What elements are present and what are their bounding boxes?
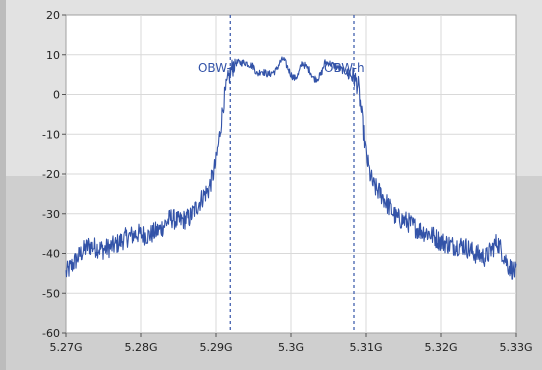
y-tick-label: -60 <box>42 327 60 340</box>
panel-left-border <box>0 0 6 370</box>
x-tick-label: 5.29G <box>199 341 232 354</box>
axis-ticks <box>62 14 517 337</box>
x-tick-label: 5.32G <box>424 341 457 354</box>
y-tick-label: 10 <box>46 49 60 62</box>
y-tick-label: 20 <box>46 9 60 22</box>
tick-labels: 20 10 0 -10 -20 -30 -40 -50 -605.27G 5.28G 5.29G 5.… <box>42 9 532 354</box>
x-tick-label: 5.33G <box>499 341 532 354</box>
y-tick-label: -40 <box>42 248 60 261</box>
y-tick-label: -50 <box>42 287 60 300</box>
y-tick-label: -30 <box>42 208 60 221</box>
grid <box>66 15 516 333</box>
x-tick-label: 5.3G <box>278 341 304 354</box>
y-tick-label: -10 <box>42 128 60 141</box>
x-tick-label: 5.31G <box>349 341 382 354</box>
y-tick-label: -20 <box>42 168 60 181</box>
marker-label-1: OBW-l <box>198 61 234 75</box>
spectrum-trace <box>65 56 517 280</box>
x-tick-label: 5.27G <box>49 341 82 354</box>
x-tick-label: 5.28G <box>124 341 157 354</box>
y-tick-label: 0 <box>53 89 60 102</box>
